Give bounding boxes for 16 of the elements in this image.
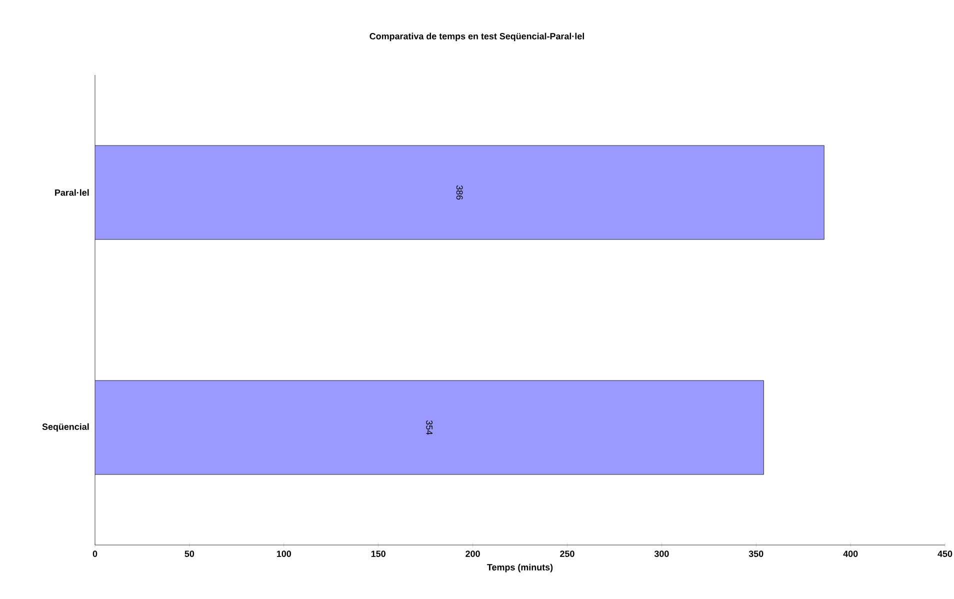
x-tick-label: 200	[466, 550, 480, 557]
x-tick-label: 350	[748, 550, 764, 557]
y-tick-label: Paral·lel	[55, 189, 89, 196]
chart-title: Comparativa de temps en test Seqüencial-Paral·lel	[370, 32, 584, 42]
x-tick-label: 450	[938, 550, 952, 557]
x-tick-label: 50	[184, 550, 194, 557]
data-label: 386	[456, 185, 463, 200]
x-axis-title: Temps (minuts)	[487, 564, 553, 572]
x-tick-label: 150	[371, 550, 386, 557]
x-tick-label: 300	[654, 550, 669, 557]
x-tick-label: 0	[92, 550, 98, 557]
x-tick-label: 400	[843, 550, 858, 557]
x-tick-label: 250	[560, 550, 574, 557]
y-tick-label: Seqüencial	[42, 423, 89, 432]
x-tick-label: 100	[276, 550, 292, 557]
data-label: 354	[426, 420, 433, 435]
